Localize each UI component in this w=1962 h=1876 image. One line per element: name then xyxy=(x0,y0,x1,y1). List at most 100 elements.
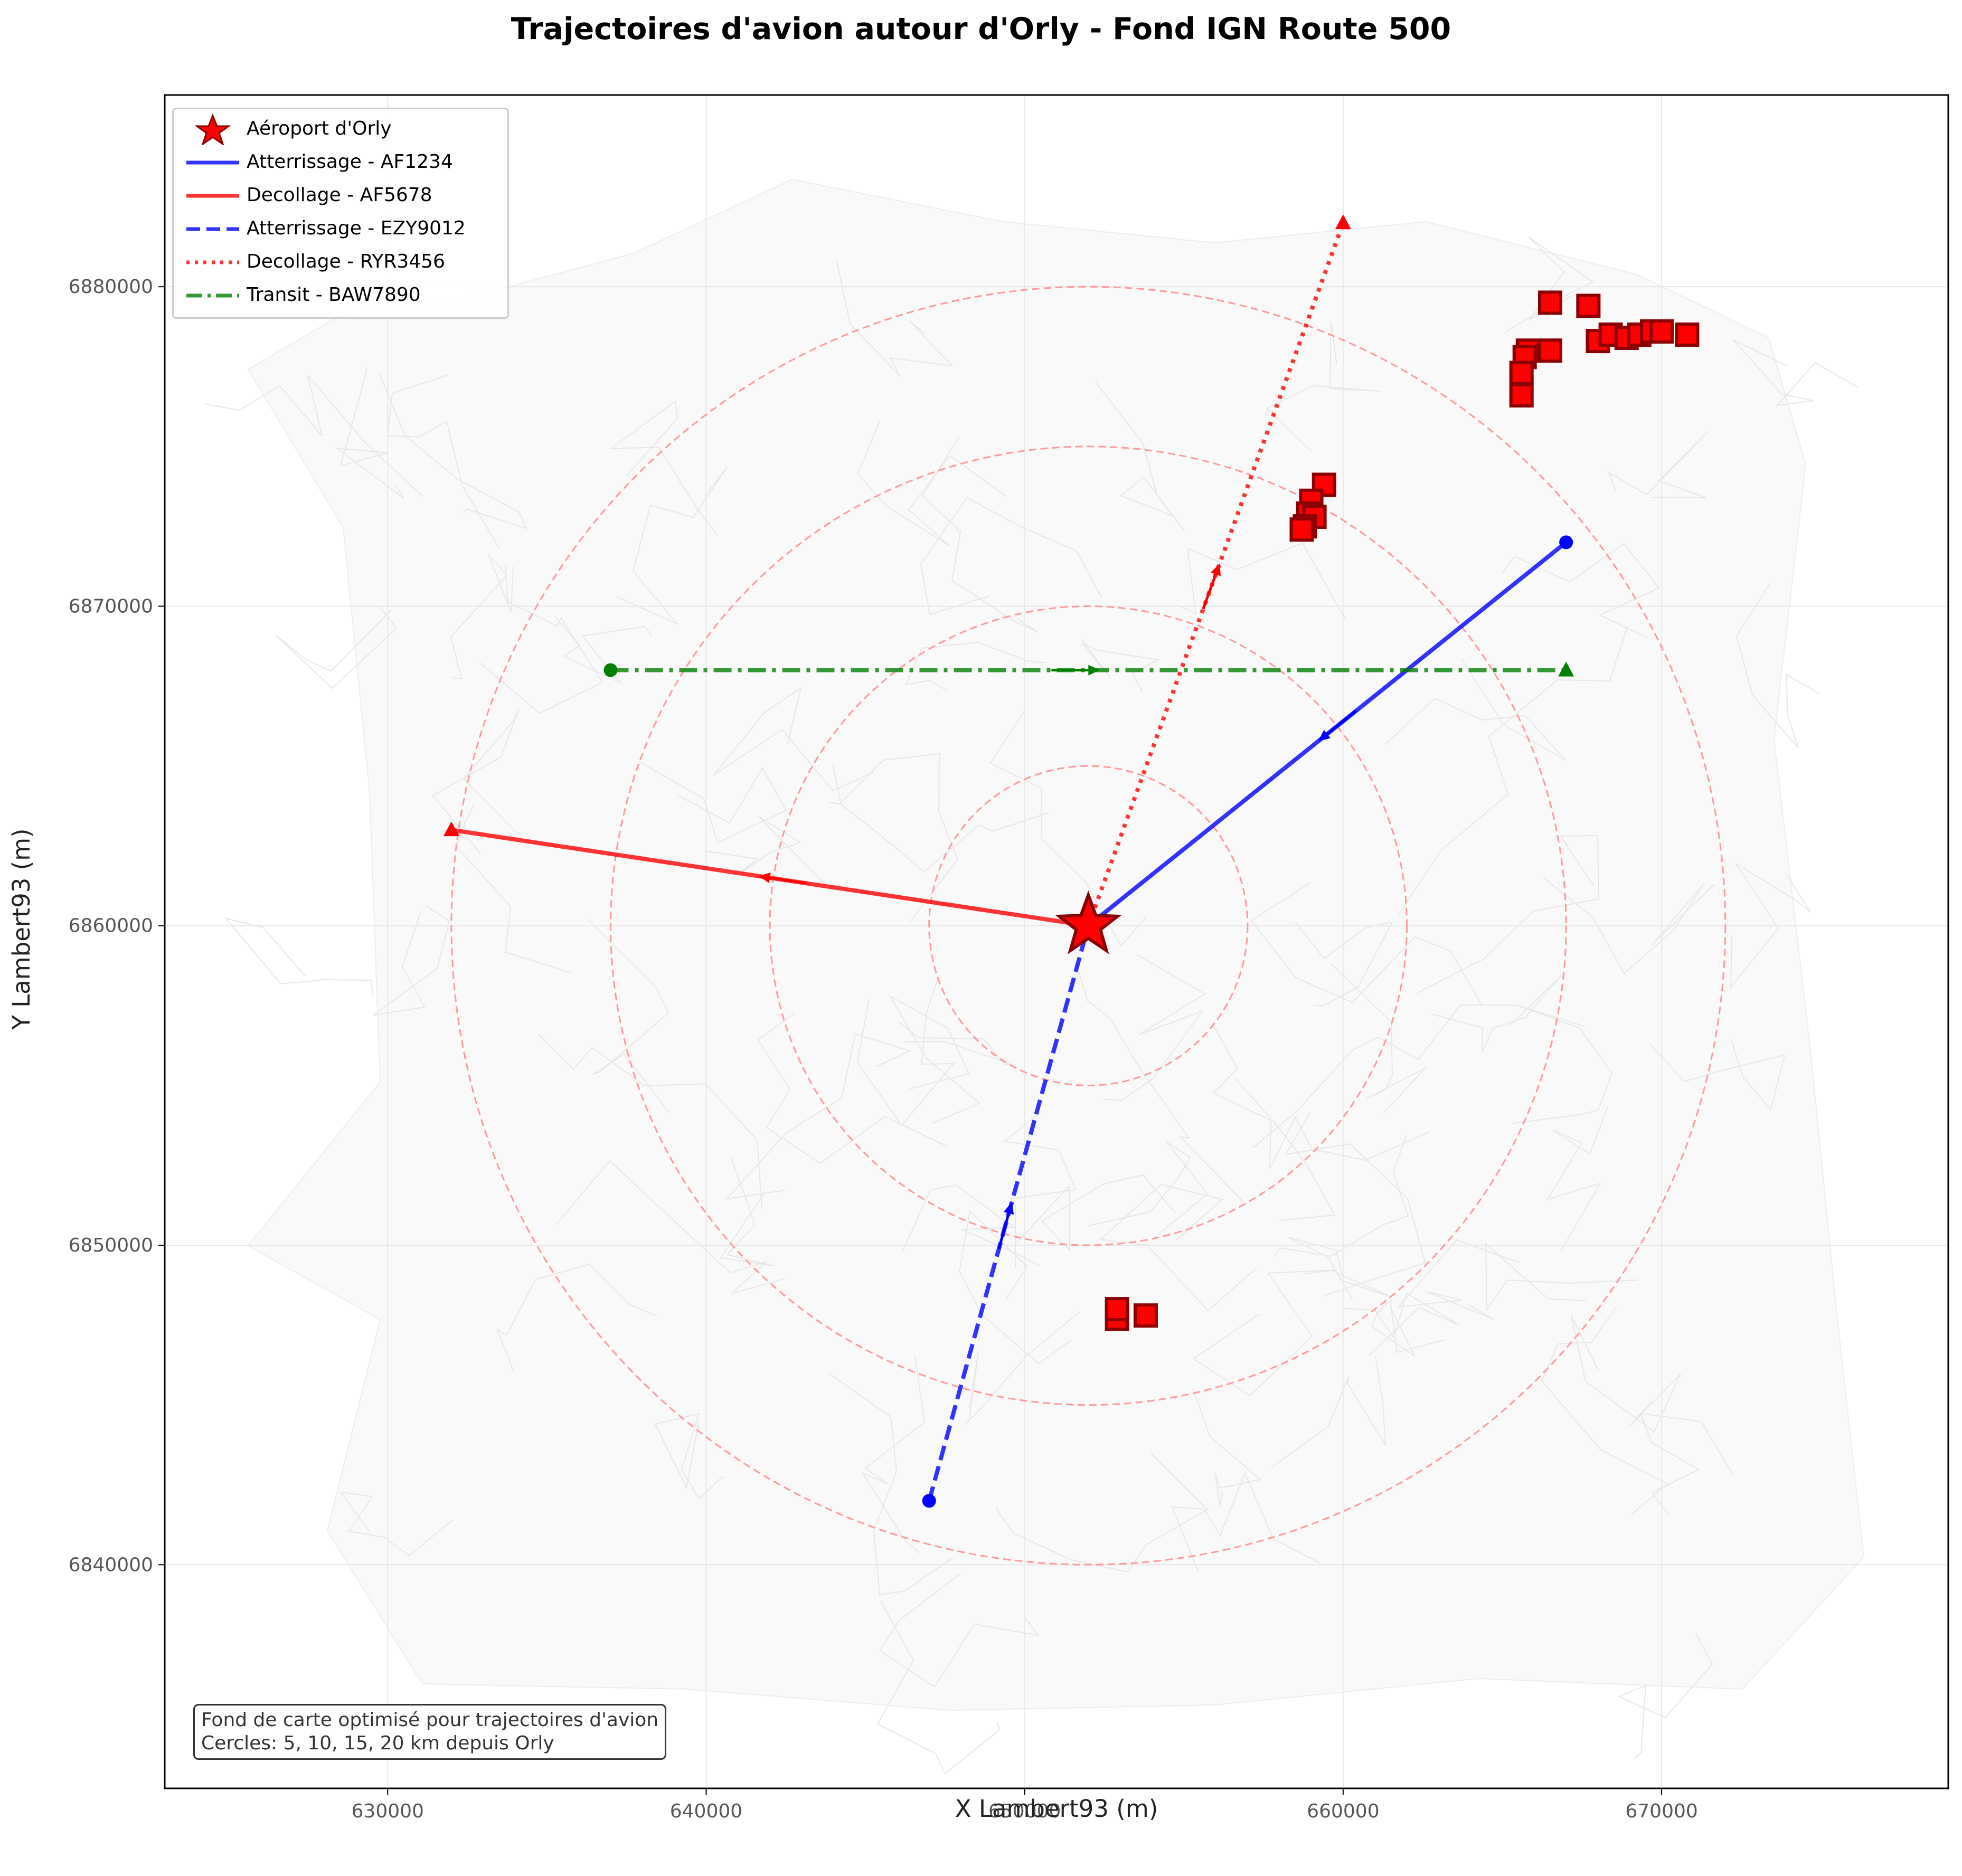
legend-item-baw7890: Transit - BAW7890 xyxy=(174,280,507,311)
basemap-boundary xyxy=(704,816,826,885)
basemap-boundary xyxy=(1212,1023,1336,1221)
y-tick-label: 6840000 xyxy=(69,1554,153,1576)
legend-label: Decollage - RYR3456 xyxy=(247,251,445,272)
basemap-boundary xyxy=(920,497,1102,615)
direction-arrow xyxy=(1088,665,1100,676)
basemap-boundary xyxy=(1399,627,1628,914)
legend-label: Atterrissage - AF1234 xyxy=(247,151,453,173)
basemap-boundary xyxy=(555,1160,785,1294)
annotation-box: Fond de carte optimisé pour trajectoires… xyxy=(193,1704,667,1760)
basemap-boundary xyxy=(1541,1306,1668,1515)
basemap-boundary xyxy=(1078,969,1243,1202)
y-tick-label: 6850000 xyxy=(69,1235,153,1256)
basemap-boundary xyxy=(616,466,728,624)
basemap-boundary xyxy=(921,437,1038,632)
basemap-boundary xyxy=(654,1413,723,1500)
direction-arrow xyxy=(1003,1202,1014,1215)
basemap-boundary xyxy=(905,641,1046,691)
basemap-boundary xyxy=(588,920,669,1113)
direction-arrow xyxy=(1318,729,1331,742)
square-markers xyxy=(1105,290,1700,1331)
square-marker xyxy=(1537,338,1562,363)
basemap-boundary xyxy=(1505,236,1594,333)
direction-arrow xyxy=(758,873,771,883)
basemap-boundary xyxy=(1192,1388,1262,1508)
annotation-line: Fond de carte optimisé pour trajectoires… xyxy=(201,1709,659,1731)
y-axis-label: Y Lambert93 (m) xyxy=(7,828,35,1030)
direction-arrow-shaft xyxy=(1202,574,1217,610)
star-icon xyxy=(194,113,231,145)
basemap-boundary xyxy=(1512,1005,1613,1124)
basemap-region xyxy=(247,178,1865,1711)
basemap-boundary xyxy=(1081,639,1160,693)
annotation-line: Cercles: 5, 10, 15, 20 km depuis Orly xyxy=(201,1732,554,1754)
distance-circles xyxy=(450,286,1727,1566)
basemap-boundary xyxy=(609,400,718,536)
square-marker xyxy=(1312,472,1336,497)
basemap-boundary xyxy=(861,1356,926,1553)
basemap-boundary xyxy=(1003,1111,1077,1268)
basemap-boundary xyxy=(1271,1356,1386,1468)
ign-basemap-layer xyxy=(203,178,1865,1775)
basemap-boundary xyxy=(1417,835,1600,993)
basemap-boundary xyxy=(203,375,423,497)
basemap-boundary xyxy=(1177,542,1346,621)
basemap-boundary xyxy=(1099,1183,1257,1312)
legend-item-airport: Aéroport d'Orly xyxy=(174,113,507,145)
square-marker xyxy=(1289,517,1314,542)
legend-label: Decollage - AF5678 xyxy=(247,184,432,206)
line-swatch-icon xyxy=(186,293,239,298)
airport xyxy=(1054,890,1122,954)
basemap-boundary xyxy=(1730,863,1811,989)
basemap-boundary xyxy=(713,686,875,792)
x-axis-label: X Lambert93 (m) xyxy=(955,1795,1158,1823)
direction-arrow xyxy=(1211,563,1221,576)
chart-title: Trajectoires d'avion autour d'Orly - Fon… xyxy=(511,12,1451,46)
basemap-boundary xyxy=(964,1311,1080,1425)
basemap-boundary xyxy=(1192,1269,1335,1397)
x-tick-label: 670000 xyxy=(1625,1801,1697,1822)
y-tick-label: 6870000 xyxy=(69,595,153,617)
basemap-boundary xyxy=(1171,1472,1322,1572)
square-marker xyxy=(1509,383,1534,408)
y-tick-label: 6880000 xyxy=(69,276,153,298)
legend-label: Atterrissage - EZY9012 xyxy=(247,217,466,239)
basemap-boundary xyxy=(450,554,514,680)
basemap-boundary xyxy=(432,708,520,854)
basemap-boundary xyxy=(538,1034,762,1209)
basemap-boundary xyxy=(832,763,1049,873)
distance-circle xyxy=(928,765,1249,1086)
start-marker xyxy=(603,663,618,677)
direction-arrow-shaft xyxy=(997,1212,1010,1249)
basemap-boundary xyxy=(1617,1633,1713,1760)
basemap-boundary xyxy=(1735,583,1820,748)
airport-star-marker xyxy=(1054,890,1122,954)
basemap-boundary xyxy=(757,1013,947,1164)
x-tick-label: 660000 xyxy=(1307,1801,1379,1822)
square-marker xyxy=(1649,319,1674,344)
basemap-boundary xyxy=(1431,975,1562,1053)
direction-arrow-shaft xyxy=(1326,709,1357,735)
square-marker xyxy=(1537,290,1562,315)
x-tick-label: 640000 xyxy=(670,1801,742,1822)
trajectories xyxy=(443,214,1574,1508)
basemap-boundary xyxy=(373,905,450,1016)
basemap-boundary xyxy=(386,375,500,549)
basemap-boundary xyxy=(1250,883,1483,1006)
basemap-boundary xyxy=(879,1573,1040,1688)
basemap-boundary xyxy=(725,1033,911,1200)
legend-item-ryr3456: Decollage - RYR3456 xyxy=(174,247,507,278)
start-marker xyxy=(1559,535,1573,549)
basemap-boundary xyxy=(829,753,959,923)
basemap-boundary xyxy=(1485,1242,1638,1312)
line-swatch-icon xyxy=(186,160,239,165)
square-marker xyxy=(1675,322,1700,347)
basemap-boundary xyxy=(1295,921,1393,1007)
end-marker xyxy=(1558,661,1574,677)
basemap-boundary xyxy=(339,1491,453,1557)
basemap-boundary xyxy=(876,1600,1001,1775)
line-swatch-icon xyxy=(186,194,239,198)
basemap-boundary xyxy=(828,1372,952,1596)
basemap-boundary xyxy=(1370,1299,1446,1357)
